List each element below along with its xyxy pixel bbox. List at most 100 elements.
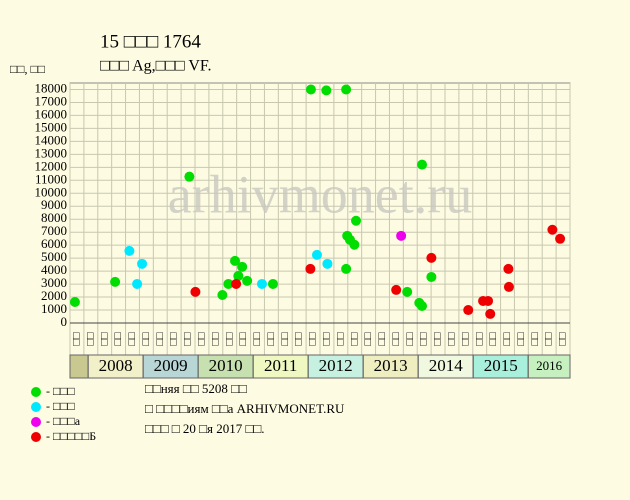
legend-marker bbox=[31, 387, 41, 397]
column-label: □□ bbox=[279, 332, 291, 346]
column-label: □□ bbox=[140, 332, 152, 346]
y-tick-label: 3000 bbox=[41, 275, 67, 290]
point bbox=[184, 171, 195, 182]
point bbox=[417, 159, 428, 170]
y-tick-label: 13000 bbox=[35, 145, 68, 160]
point bbox=[305, 84, 316, 95]
legend-marker bbox=[31, 402, 41, 412]
x-tick-label: 2010 bbox=[209, 356, 243, 375]
column-label: □□ bbox=[376, 332, 388, 346]
legend-label: - □□□ bbox=[46, 384, 75, 398]
point bbox=[503, 263, 514, 274]
x-tick-label: 2016 bbox=[536, 358, 563, 373]
note: □□□ □ 20 □я 2017 □□. bbox=[145, 421, 264, 436]
legend-marker bbox=[31, 432, 41, 442]
point bbox=[322, 258, 333, 269]
point bbox=[256, 278, 267, 289]
column-label: □□ bbox=[459, 332, 471, 346]
y-tick-label: 15000 bbox=[35, 119, 68, 134]
point bbox=[503, 281, 514, 292]
y-tick-label: 17000 bbox=[35, 93, 68, 108]
y-tick-label: 18000 bbox=[35, 80, 68, 95]
x-tick-label: 2014 bbox=[429, 356, 464, 375]
y-tick-label: 0 bbox=[61, 314, 68, 329]
y-tick-label: 10000 bbox=[35, 184, 68, 199]
x-tick-label: 2013 bbox=[374, 356, 408, 375]
y-tick-label: 16000 bbox=[35, 106, 68, 121]
point bbox=[137, 258, 148, 269]
point bbox=[391, 284, 402, 295]
point bbox=[321, 85, 332, 96]
note: □ □□□□иям □□а ARHIVMONET.RU bbox=[145, 401, 345, 416]
y-tick-label: 8000 bbox=[41, 210, 67, 225]
column-label: □□ bbox=[404, 332, 416, 346]
column-label: □□ bbox=[195, 332, 207, 346]
point bbox=[132, 278, 143, 289]
column-label: □□ bbox=[237, 332, 249, 346]
y-tick-label: 2000 bbox=[41, 288, 67, 303]
column-label: □□ bbox=[473, 332, 485, 346]
column-label: □□ bbox=[112, 332, 124, 346]
column-label: □□ bbox=[390, 332, 402, 346]
point bbox=[417, 301, 428, 312]
column-label: □□ bbox=[501, 332, 513, 346]
y-tick-label: 11000 bbox=[35, 171, 67, 186]
point bbox=[349, 239, 360, 250]
point bbox=[341, 84, 352, 95]
column-label: □□ bbox=[84, 332, 96, 346]
column-label: □□ bbox=[362, 332, 374, 346]
legend-label: - □□□ bbox=[46, 399, 75, 413]
column-label: □□ bbox=[223, 332, 235, 346]
column-label: □□ bbox=[70, 332, 82, 346]
legend-marker bbox=[31, 417, 41, 427]
column-label: □□ bbox=[293, 332, 305, 346]
x-tick-label: 2015 bbox=[484, 356, 518, 375]
legend-label: - □□□□□Б bbox=[46, 429, 96, 443]
y-tick-label: 9000 bbox=[41, 197, 67, 212]
column-label: □□ bbox=[168, 332, 180, 346]
y-tick-label: 1000 bbox=[41, 301, 67, 316]
y-tick-label: 5000 bbox=[41, 249, 67, 264]
x-tick-label: 2008 bbox=[99, 356, 133, 375]
y-tick-label: 12000 bbox=[35, 158, 68, 173]
watermark: arhivmonet.ru bbox=[168, 164, 472, 224]
column-label: □□ bbox=[529, 332, 541, 346]
point bbox=[485, 308, 496, 319]
column-label: □□ bbox=[543, 332, 555, 346]
point bbox=[231, 278, 242, 289]
point bbox=[305, 263, 316, 274]
y-tick-label: 7000 bbox=[41, 223, 67, 238]
column-label: □□ bbox=[126, 332, 138, 346]
chart-subtitle: □□□ Ag,□□□ VF. bbox=[100, 58, 212, 75]
column-label: □□ bbox=[98, 332, 110, 346]
point bbox=[311, 249, 322, 260]
column-label: □□ bbox=[348, 332, 360, 346]
chart-title: 15 □□□ 1764 bbox=[100, 31, 201, 52]
point bbox=[483, 295, 494, 306]
point bbox=[341, 263, 352, 274]
column-label: □□ bbox=[557, 332, 569, 346]
year-band bbox=[69, 354, 89, 379]
point bbox=[217, 289, 228, 300]
point bbox=[351, 215, 362, 226]
point bbox=[547, 224, 558, 235]
point bbox=[190, 286, 201, 297]
legend-label: - □□□а bbox=[46, 414, 81, 428]
point bbox=[242, 275, 253, 286]
column-label: □□ bbox=[515, 332, 527, 346]
column-label: □□ bbox=[265, 332, 277, 346]
point bbox=[110, 276, 121, 287]
y-tick-label: 6000 bbox=[41, 236, 67, 251]
point bbox=[69, 296, 80, 307]
column-label: □□ bbox=[307, 332, 319, 346]
point bbox=[267, 278, 278, 289]
point bbox=[223, 278, 234, 289]
point bbox=[124, 245, 135, 256]
point bbox=[463, 305, 474, 316]
point bbox=[396, 230, 407, 241]
y-axis-label: □□, □□ bbox=[10, 62, 45, 76]
column-label: □□ bbox=[320, 332, 332, 346]
column-label: □□ bbox=[251, 332, 263, 346]
column-label: □□ bbox=[182, 332, 194, 346]
